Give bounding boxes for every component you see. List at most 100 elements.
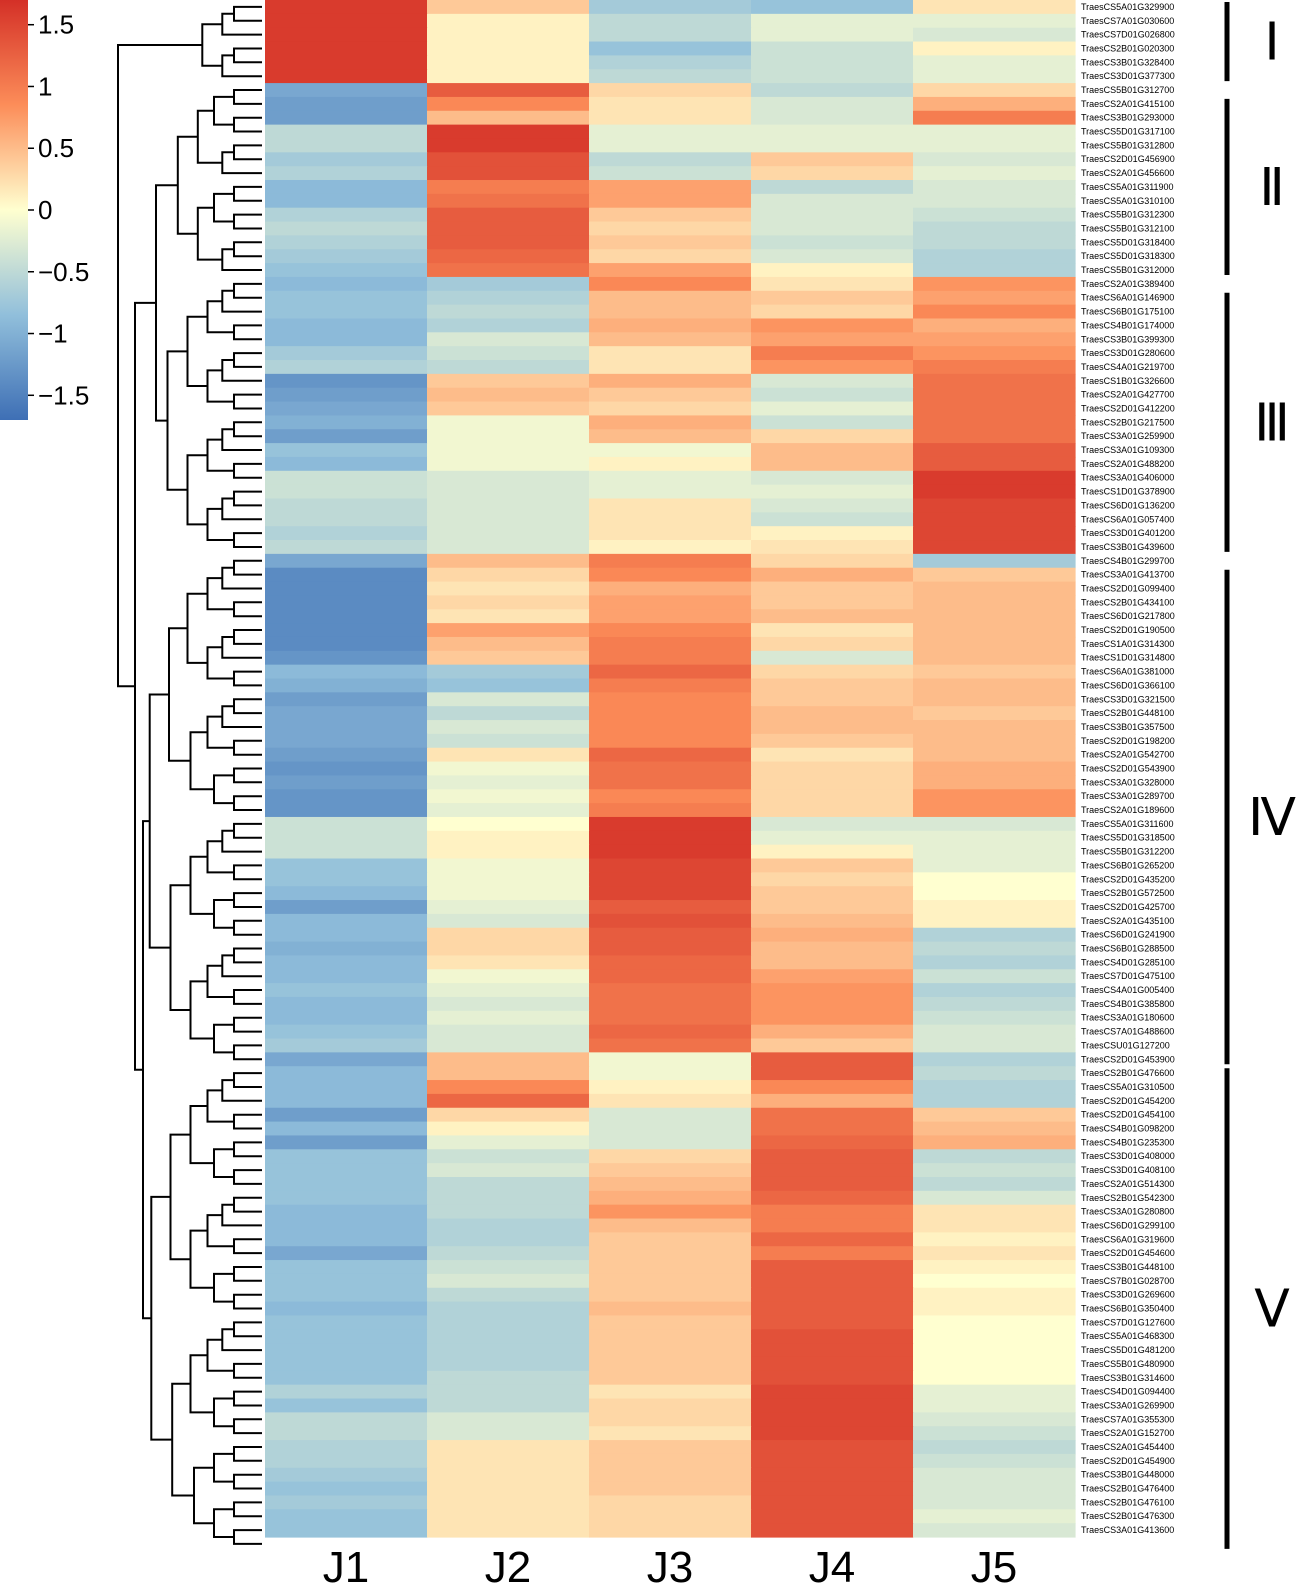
- gene-label: TraesCS4D01G285100: [1081, 957, 1175, 967]
- heatmap-cell: [265, 332, 428, 347]
- heatmap-cell: [427, 1204, 590, 1220]
- heatmap-cell: [589, 678, 752, 693]
- heatmap-cell: [427, 830, 590, 846]
- heatmap-cell: [913, 0, 1076, 15]
- gene-label: TraesCS2A01G514300: [1081, 1179, 1174, 1189]
- gene-label: TraesCS2A01G152700: [1081, 1428, 1174, 1438]
- gene-label: TraesCS6D01G136200: [1081, 500, 1175, 510]
- heatmap-cell: [913, 996, 1076, 1012]
- heatmap-cell: [589, 1426, 752, 1441]
- gene-label: TraesCS5B01G312800: [1081, 140, 1174, 150]
- heatmap-cell: [589, 1329, 752, 1344]
- dendrogram-branch: [233, 795, 262, 811]
- heatmap-cell: [751, 443, 914, 458]
- heatmap-cell: [265, 83, 428, 98]
- heatmap-cell: [589, 1107, 752, 1123]
- heatmap-cell: [589, 789, 752, 804]
- dendrogram-branch: [233, 1321, 262, 1338]
- heatmap-cell: [265, 1190, 428, 1206]
- column-label: J1: [323, 1543, 369, 1587]
- gene-label: TraesCS2B01G476300: [1081, 1511, 1174, 1521]
- heatmap-cell: [427, 290, 590, 306]
- heatmap-cell: [427, 193, 590, 209]
- heatmap-cell: [589, 900, 752, 915]
- heatmap-cell: [589, 1467, 752, 1483]
- heatmap-cell: [589, 692, 752, 707]
- heatmap-cell: [751, 498, 914, 513]
- gene-label: TraesCS2D01G198200: [1081, 736, 1175, 746]
- heatmap-cell: [589, 1370, 752, 1386]
- heatmap-cell: [913, 318, 1076, 333]
- heatmap-cell: [589, 747, 752, 763]
- cluster-annotations: Ⅰ Ⅱ Ⅲ Ⅳ Ⅴ: [1224, 2, 1296, 1549]
- heatmap-cell: [427, 1329, 590, 1344]
- dendrogram-branch: [206, 715, 234, 749]
- heatmap-cell: [913, 443, 1076, 458]
- dendrogram-branch: [233, 1418, 262, 1435]
- heatmap-cell: [751, 844, 914, 860]
- dendrogram-branch: [196, 206, 223, 261]
- heatmap-cell: [427, 969, 590, 984]
- heatmap-cell: [751, 1453, 914, 1469]
- heatmap-cell: [265, 1398, 428, 1413]
- heatmap-cell: [589, 484, 752, 500]
- heatmap-cell: [751, 1412, 914, 1427]
- dendrogram-branch: [117, 44, 203, 688]
- dendrogram-branch: [213, 899, 234, 929]
- heatmap-cell: [589, 429, 752, 444]
- heatmap-cell: [751, 636, 914, 652]
- heatmap-cell: [589, 1343, 752, 1358]
- heatmap-cell: [427, 941, 590, 957]
- dendrogram-branch: [189, 731, 214, 791]
- gene-label: TraesCS2D01G435200: [1081, 874, 1175, 884]
- heatmap-cell: [913, 1287, 1076, 1303]
- heatmap-cell: [751, 595, 914, 610]
- heatmap-cell: [751, 1121, 914, 1137]
- heatmap-cell: [913, 1121, 1076, 1137]
- gene-label: TraesCS5A01G311600: [1081, 819, 1174, 829]
- gene-label: TraesCS2B01G448100: [1081, 708, 1174, 718]
- heatmap-cell: [913, 1149, 1076, 1164]
- heatmap-cell: [751, 872, 914, 887]
- dendrogram-branch: [221, 1203, 262, 1227]
- heatmap-cell: [427, 803, 590, 818]
- heatmap-cell: [265, 1440, 428, 1455]
- dendrogram-branch: [169, 1133, 191, 1261]
- dendrogram-branch: [150, 1195, 173, 1441]
- gene-label: TraesCS5B01G312200: [1081, 847, 1174, 857]
- row-dendrogram: [117, 5, 262, 1545]
- column-label: J3: [647, 1543, 693, 1587]
- heatmap-cell: [589, 858, 752, 873]
- gene-label: TraesCS1D01G378900: [1081, 487, 1175, 497]
- heatmap-cell: [913, 595, 1076, 610]
- heatmap-cell: [427, 1370, 590, 1386]
- dendrogram-branch: [233, 241, 262, 258]
- gene-label: TraesCS6D01G299100: [1081, 1220, 1175, 1230]
- dendrogram-branch: [233, 532, 262, 548]
- heatmap-cell: [751, 996, 914, 1012]
- heatmap-cell: [913, 720, 1076, 735]
- heatmap-cell: [589, 1232, 752, 1247]
- heatmap-cell: [589, 1453, 752, 1469]
- heatmap-cell: [589, 983, 752, 998]
- heatmap-cell: [427, 401, 590, 417]
- heatmap-cell: [265, 1080, 428, 1095]
- dendrogram-branch: [196, 109, 223, 164]
- heatmap-cell: [751, 650, 914, 666]
- heatmap-cell: [913, 1204, 1076, 1220]
- heatmap-cell: [751, 1149, 914, 1164]
- dendrogram-branch: [206, 438, 234, 472]
- heatmap-cell: [913, 401, 1076, 417]
- heatmap-cell: [427, 1481, 590, 1497]
- heatmap-cell: [913, 110, 1076, 126]
- heatmap-cell: [589, 276, 752, 292]
- gene-label: TraesCS3B01G357500: [1081, 722, 1174, 732]
- heatmap-cell: [589, 927, 752, 943]
- dendrogram-branch: [233, 1196, 262, 1213]
- heatmap-cell: [427, 0, 590, 15]
- column-label-row: J1 J2 J3 J4 J5: [323, 1543, 1017, 1587]
- dendrogram-branch: [233, 919, 262, 936]
- heatmap-cell: [589, 1509, 752, 1524]
- heatmap-cell: [589, 83, 752, 98]
- gene-label: TraesCS7A01G355300: [1081, 1414, 1174, 1424]
